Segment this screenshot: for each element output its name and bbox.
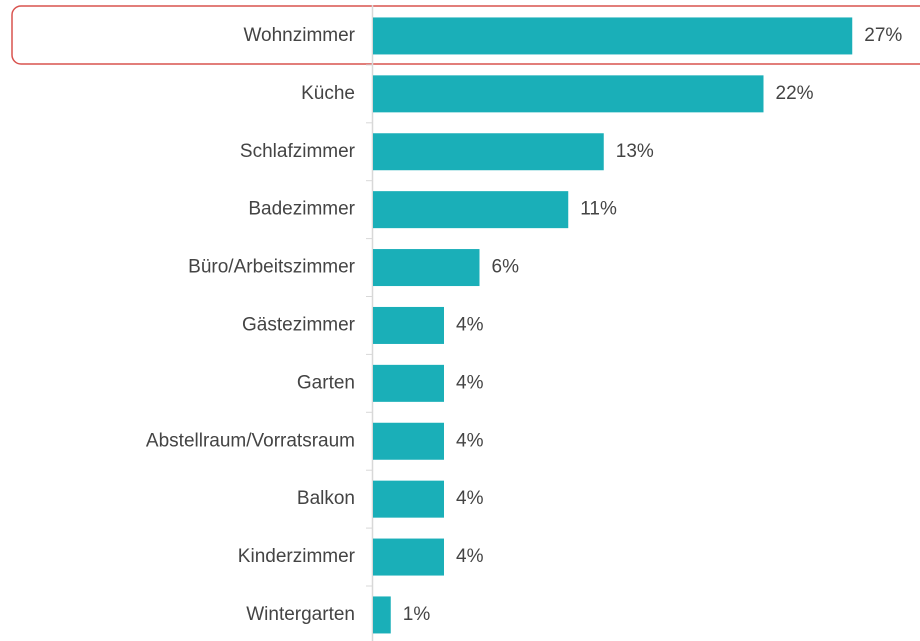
category-label: Wohnzimmer xyxy=(243,25,355,46)
value-label: 11% xyxy=(580,199,617,220)
value-label: 4% xyxy=(456,314,484,335)
category-label: Balkon xyxy=(297,488,355,509)
category-label: Büro/Arbeitszimmer xyxy=(188,257,355,278)
bar xyxy=(373,596,391,634)
category-label: Abstellraum/Vorratsraum xyxy=(146,430,355,451)
bar xyxy=(373,249,480,287)
bar xyxy=(373,480,444,518)
value-label: 4% xyxy=(456,430,484,451)
bar xyxy=(373,133,604,171)
category-label: Schlafzimmer xyxy=(240,141,356,162)
value-label: 4% xyxy=(456,546,484,567)
value-label: 4% xyxy=(456,488,484,509)
category-label: Garten xyxy=(297,372,355,393)
category-label: Badezimmer xyxy=(248,199,355,220)
category-label: Kinderzimmer xyxy=(238,546,356,567)
bar xyxy=(373,17,853,55)
category-label: Wintergarten xyxy=(246,604,355,625)
value-label: 6% xyxy=(492,257,520,278)
value-label: 27% xyxy=(864,25,902,46)
bar xyxy=(373,538,444,576)
value-label: 22% xyxy=(776,83,814,104)
bar xyxy=(373,75,764,113)
bar xyxy=(373,306,444,344)
bar xyxy=(373,364,444,402)
bar xyxy=(373,191,569,229)
value-label: 1% xyxy=(403,604,431,625)
category-label: Küche xyxy=(301,83,355,104)
row-highlight xyxy=(11,5,920,65)
category-label: Gästezimmer xyxy=(242,314,356,335)
bar xyxy=(373,422,444,460)
value-label: 13% xyxy=(616,141,654,162)
value-label: 4% xyxy=(456,372,484,393)
